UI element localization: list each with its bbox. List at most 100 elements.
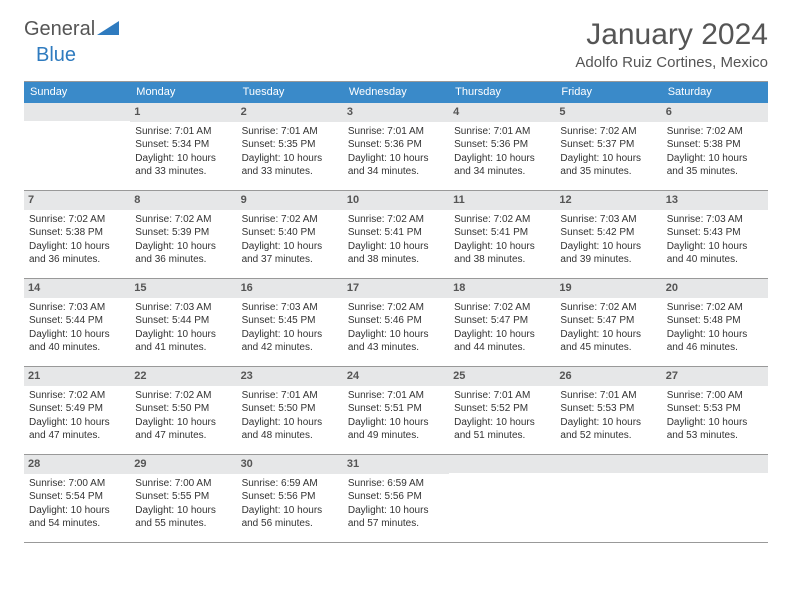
daylight-line: Daylight: 10 hours and 43 minutes. [348,328,444,355]
day-details: Sunrise: 7:03 AMSunset: 5:45 PMDaylight:… [242,301,338,355]
daylight-line: Daylight: 10 hours and 56 minutes. [242,504,338,531]
day-number: 24 [343,367,449,386]
day-number: 30 [237,455,343,474]
day-details: Sunrise: 7:02 AMSunset: 5:46 PMDaylight:… [348,301,444,355]
day-number: 26 [555,367,661,386]
weekday-header: Sunday [24,82,130,103]
calendar-cell-empty [24,103,130,191]
day-number: 14 [24,279,130,298]
day-number: 4 [449,103,555,122]
daylight-line: Daylight: 10 hours and 38 minutes. [454,240,550,267]
calendar-cell: 19Sunrise: 7:02 AMSunset: 5:47 PMDayligh… [555,279,661,367]
day-number: 2 [237,103,343,122]
sunset-line: Sunset: 5:48 PM [667,314,763,328]
sunrise-line: Sunrise: 7:02 AM [667,301,763,315]
sunrise-line: Sunrise: 6:59 AM [242,477,338,491]
calendar-cell: 15Sunrise: 7:03 AMSunset: 5:44 PMDayligh… [130,279,236,367]
day-details: Sunrise: 7:00 AMSunset: 5:53 PMDaylight:… [667,389,763,443]
day-number: 6 [662,103,768,122]
sunset-line: Sunset: 5:56 PM [348,490,444,504]
sunset-line: Sunset: 5:52 PM [454,402,550,416]
logo-text-general: General [24,18,95,41]
sunrise-line: Sunrise: 7:02 AM [560,301,656,315]
sunset-line: Sunset: 5:50 PM [242,402,338,416]
day-number: 31 [343,455,449,474]
daylight-line: Daylight: 10 hours and 51 minutes. [454,416,550,443]
sunrise-line: Sunrise: 7:01 AM [560,389,656,403]
header: General January 2024 Adolfo Ruiz Cortine… [24,18,768,71]
day-number: 28 [24,455,130,474]
sunrise-line: Sunrise: 7:01 AM [454,125,550,139]
daylight-line: Daylight: 10 hours and 54 minutes. [29,504,125,531]
sunrise-line: Sunrise: 7:01 AM [242,125,338,139]
sunset-line: Sunset: 5:47 PM [560,314,656,328]
sunset-line: Sunset: 5:41 PM [454,226,550,240]
daylight-line: Daylight: 10 hours and 42 minutes. [242,328,338,355]
calendar-cell: 28 Sunrise: 7:00 AMSunset: 5:54 PMDayligh… [24,455,130,543]
sunrise-line: Sunrise: 7:01 AM [135,125,231,139]
daylight-line: Daylight: 10 hours and 55 minutes. [135,504,231,531]
sunset-line: Sunset: 5:55 PM [135,490,231,504]
sunset-line: Sunset: 5:34 PM [135,138,231,152]
day-number: 29 [130,455,236,474]
sunset-line: Sunset: 5:49 PM [29,402,125,416]
calendar-cell: 8Sunrise: 7:02 AMSunset: 5:39 PMDaylight… [130,191,236,279]
calendar-cell: 11Sunrise: 7:02 AMSunset: 5:41 PMDayligh… [449,191,555,279]
weekday-header: Thursday [449,82,555,103]
day-details: Sunrise: 7:02 AMSunset: 5:47 PMDaylight:… [560,301,656,355]
day-details: Sunrise: 7:00 AMSunset: 5:55 PMDaylight:… [135,477,231,531]
day-details: Sunrise: 7:01 AMSunset: 5:50 PMDaylight:… [242,389,338,443]
sunset-line: Sunset: 5:54 PM [29,490,125,504]
daylight-line: Daylight: 10 hours and 39 minutes. [560,240,656,267]
calendar-cell: 21 Sunrise: 7:02 AMSunset: 5:49 PMDayligh… [24,367,130,455]
sunset-line: Sunset: 5:40 PM [242,226,338,240]
weekday-header: Friday [555,82,661,103]
day-number: 10 [343,191,449,210]
sunrise-line: Sunrise: 7:02 AM [29,389,125,403]
calendar-cell: 5Sunrise: 7:02 AMSunset: 5:37 PMDaylight… [555,103,661,191]
daylight-line: Daylight: 10 hours and 36 minutes. [29,240,125,267]
day-details: Sunrise: 7:02 AMSunset: 5:49 PMDaylight:… [29,389,125,443]
daylight-line: Daylight: 10 hours and 38 minutes. [348,240,444,267]
daylight-line: Daylight: 10 hours and 36 minutes. [135,240,231,267]
calendar-cell: 27Sunrise: 7:00 AMSunset: 5:53 PMDayligh… [662,367,768,455]
day-number: 16 [237,279,343,298]
sunrise-line: Sunrise: 7:00 AM [667,389,763,403]
sunrise-line: Sunrise: 7:00 AM [135,477,231,491]
daylight-line: Daylight: 10 hours and 44 minutes. [454,328,550,355]
day-details: Sunrise: 7:02 AMSunset: 5:40 PMDaylight:… [242,213,338,267]
day-details: Sunrise: 6:59 AMSunset: 5:56 PMDaylight:… [242,477,338,531]
day-details: Sunrise: 7:02 AMSunset: 5:39 PMDaylight:… [135,213,231,267]
daylight-line: Daylight: 10 hours and 33 minutes. [135,152,231,179]
calendar-cell: 7Sunrise: 7:02 AMSunset: 5:38 PMDaylight… [24,191,130,279]
sunrise-line: Sunrise: 7:03 AM [560,213,656,227]
day-number: 20 [662,279,768,298]
day-number: 21 [24,367,130,386]
day-number: 25 [449,367,555,386]
day-details: Sunrise: 7:00 AMSunset: 5:54 PMDaylight:… [29,477,125,531]
daylight-line: Daylight: 10 hours and 47 minutes. [29,416,125,443]
calendar-cell-empty [662,455,768,543]
sunrise-line: Sunrise: 7:01 AM [348,125,444,139]
calendar-cell: 4 Sunrise: 7:01 AMSunset: 5:36 PMDaylight… [449,103,555,191]
day-details: Sunrise: 7:01 AMSunset: 5:36 PMDaylight:… [348,125,444,179]
calendar-cell: 26Sunrise: 7:01 AMSunset: 5:53 PMDayligh… [555,367,661,455]
daylight-line: Daylight: 10 hours and 48 minutes. [242,416,338,443]
day-details: Sunrise: 7:02 AMSunset: 5:38 PMDaylight:… [667,125,763,179]
day-details: Sunrise: 7:02 AMSunset: 5:41 PMDaylight:… [348,213,444,267]
day-details: Sunrise: 7:01 AMSunset: 5:35 PMDaylight:… [242,125,338,179]
calendar-cell: 25Sunrise: 7:01 AMSunset: 5:52 PMDayligh… [449,367,555,455]
sunset-line: Sunset: 5:44 PM [135,314,231,328]
day-details: Sunrise: 7:03 AMSunset: 5:42 PMDaylight:… [560,213,656,267]
sunrise-line: Sunrise: 7:02 AM [560,125,656,139]
day-details: Sunrise: 7:01 AMSunset: 5:36 PMDaylight:… [454,125,550,179]
sunrise-line: Sunrise: 7:03 AM [135,301,231,315]
day-number: 23 [237,367,343,386]
calendar-cell: 13Sunrise: 7:03 AMSunset: 5:43 PMDayligh… [662,191,768,279]
logo: General [24,18,119,41]
sunset-line: Sunset: 5:45 PM [242,314,338,328]
calendar-cell: 2 Sunrise: 7:01 AMSunset: 5:35 PMDaylight… [237,103,343,191]
sunset-line: Sunset: 5:42 PM [560,226,656,240]
sunset-line: Sunset: 5:36 PM [454,138,550,152]
day-details: Sunrise: 7:02 AMSunset: 5:50 PMDaylight:… [135,389,231,443]
